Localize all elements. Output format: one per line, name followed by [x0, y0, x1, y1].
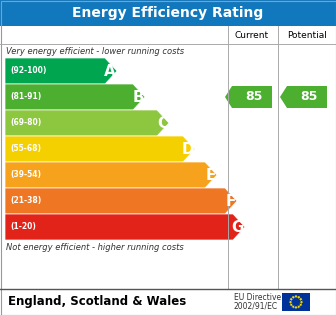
Text: Energy Efficiency Rating: Energy Efficiency Rating — [72, 6, 264, 20]
Text: (69-80): (69-80) — [10, 118, 41, 128]
Polygon shape — [5, 58, 117, 84]
Polygon shape — [297, 296, 300, 299]
Polygon shape — [290, 303, 293, 306]
Text: Very energy efficient - lower running costs: Very energy efficient - lower running co… — [6, 47, 184, 55]
Polygon shape — [290, 298, 293, 301]
Polygon shape — [5, 84, 145, 110]
Text: (55-68): (55-68) — [10, 145, 41, 153]
Text: Potential: Potential — [287, 31, 327, 39]
Text: (21-38): (21-38) — [10, 197, 41, 205]
Bar — [0, 0, 336, 26]
Polygon shape — [280, 86, 327, 108]
Polygon shape — [299, 303, 302, 306]
Text: A: A — [104, 64, 116, 78]
Text: D: D — [181, 141, 194, 157]
Text: C: C — [157, 116, 168, 130]
Polygon shape — [292, 305, 295, 309]
Polygon shape — [294, 306, 298, 309]
Polygon shape — [299, 298, 302, 301]
Text: 2002/91/EC: 2002/91/EC — [234, 301, 278, 311]
Polygon shape — [5, 214, 245, 240]
Text: (39-54): (39-54) — [10, 170, 41, 180]
Text: G: G — [232, 220, 244, 234]
Bar — [282, 293, 310, 311]
Polygon shape — [5, 162, 217, 188]
Text: B: B — [132, 89, 144, 105]
Polygon shape — [294, 295, 298, 298]
Polygon shape — [289, 301, 292, 304]
Polygon shape — [225, 86, 272, 108]
Text: EU Directive: EU Directive — [234, 294, 281, 302]
Polygon shape — [300, 301, 303, 304]
Text: F: F — [226, 193, 236, 209]
Polygon shape — [292, 296, 295, 299]
Text: Current: Current — [235, 31, 269, 39]
Text: 85: 85 — [245, 90, 263, 104]
Polygon shape — [297, 305, 300, 309]
Polygon shape — [5, 188, 237, 214]
Text: England, Scotland & Wales: England, Scotland & Wales — [8, 295, 186, 308]
Text: Not energy efficient - higher running costs: Not energy efficient - higher running co… — [6, 243, 184, 251]
Text: (81-91): (81-91) — [10, 93, 41, 101]
Text: E: E — [206, 168, 216, 182]
Text: (92-100): (92-100) — [10, 66, 46, 76]
Text: (1-20): (1-20) — [10, 222, 36, 232]
Polygon shape — [5, 110, 169, 136]
Polygon shape — [5, 136, 195, 162]
Text: 85: 85 — [300, 90, 318, 104]
